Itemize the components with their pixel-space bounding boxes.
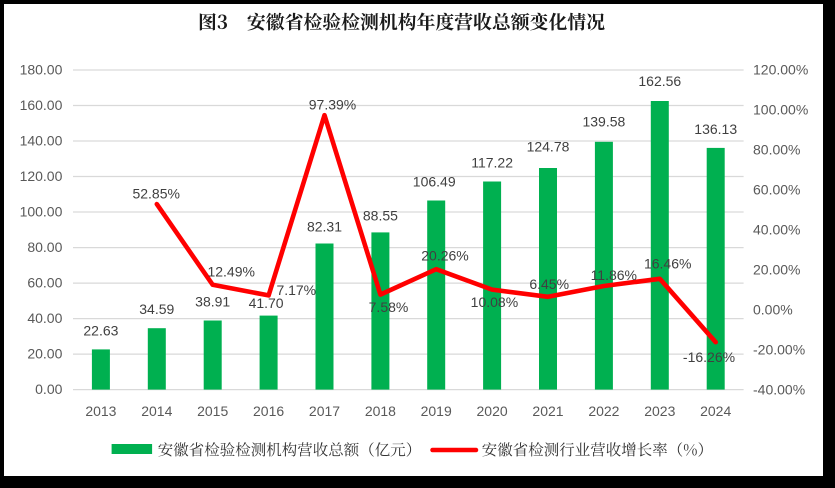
svg-text:16.46%: 16.46% [644,256,691,272]
svg-text:100.00%: 100.00% [753,102,808,118]
svg-text:2017: 2017 [309,403,340,419]
svg-text:0.00%: 0.00% [753,302,793,318]
svg-text:2015: 2015 [197,403,228,419]
svg-text:82.31: 82.31 [307,219,342,235]
svg-text:20.26%: 20.26% [421,247,468,263]
svg-text:40.00%: 40.00% [753,222,800,238]
svg-text:34.59: 34.59 [139,301,174,317]
svg-text:12.49%: 12.49% [207,263,254,279]
svg-text:117.22: 117.22 [471,155,513,171]
svg-text:80.00%: 80.00% [753,142,800,158]
svg-text:88.55: 88.55 [363,207,398,223]
svg-text:-20.00%: -20.00% [753,342,805,358]
svg-text:100.00: 100.00 [20,204,63,220]
svg-text:41.70: 41.70 [249,295,284,311]
svg-text:7.58%: 7.58% [369,299,409,315]
svg-text:2024: 2024 [700,403,731,419]
svg-text:6.45%: 6.45% [529,276,569,292]
svg-text:2016: 2016 [253,403,284,419]
svg-text:38.91: 38.91 [195,294,230,310]
svg-text:-16.26%: -16.26% [683,349,735,365]
svg-text:97.39%: 97.39% [309,97,356,113]
svg-text:2019: 2019 [421,403,452,419]
svg-text:20.00%: 20.00% [753,262,800,278]
svg-text:124.78: 124.78 [527,139,570,155]
svg-text:22.63: 22.63 [83,322,118,338]
svg-text:2018: 2018 [365,403,396,419]
svg-text:106.49: 106.49 [413,174,456,190]
svg-text:162.56: 162.56 [638,73,681,89]
svg-text:120.00%: 120.00% [753,62,808,78]
svg-text:136.13: 136.13 [694,121,737,137]
svg-text:10.08%: 10.08% [471,294,518,310]
svg-text:2020: 2020 [477,403,508,419]
svg-text:40.00: 40.00 [27,310,62,326]
svg-text:2013: 2013 [85,403,116,419]
svg-text:7.17%: 7.17% [276,282,316,298]
svg-text:160.00: 160.00 [20,97,63,113]
svg-text:180.00: 180.00 [20,62,63,78]
svg-text:139.58: 139.58 [582,113,625,129]
svg-text:120.00: 120.00 [20,168,63,184]
svg-text:2014: 2014 [141,403,172,419]
svg-text:2023: 2023 [644,403,675,419]
svg-text:52.85%: 52.85% [132,186,179,202]
svg-text:20.00: 20.00 [27,346,62,362]
svg-text:2021: 2021 [532,403,563,419]
svg-text:60.00%: 60.00% [753,182,800,198]
svg-text:140.00: 140.00 [20,133,63,149]
svg-text:80.00: 80.00 [27,239,62,255]
svg-text:11.86%: 11.86% [591,267,637,283]
svg-text:2022: 2022 [588,403,619,419]
svg-text:-40.00%: -40.00% [753,382,805,398]
svg-text:0.00: 0.00 [35,381,62,397]
svg-text:60.00: 60.00 [27,275,62,291]
